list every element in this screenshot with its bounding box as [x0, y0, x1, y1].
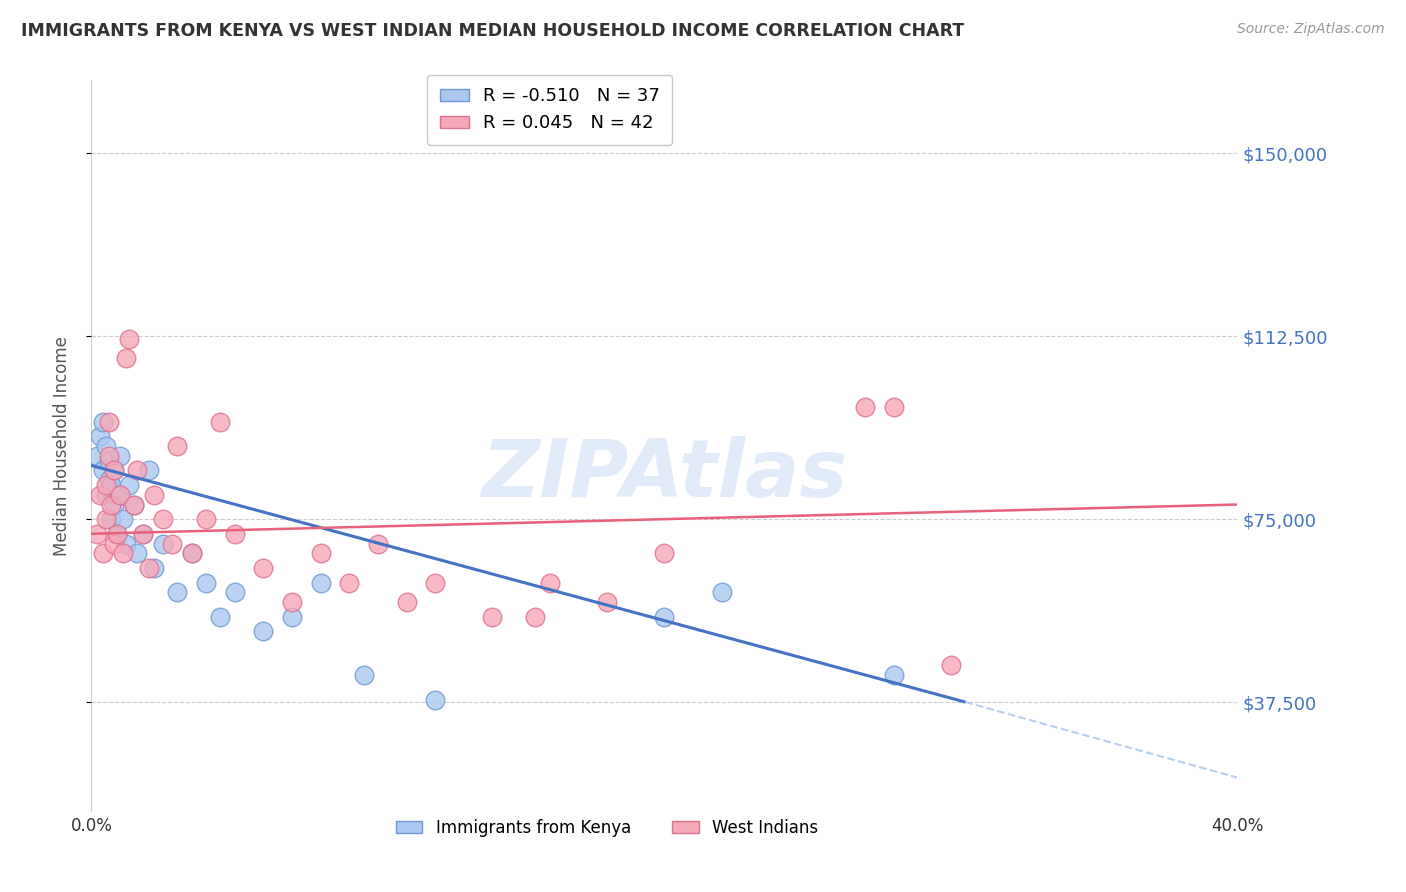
Point — [108, 488, 131, 502]
Point — [91, 546, 114, 560]
Point — [97, 415, 120, 429]
Point — [143, 488, 166, 502]
Point — [111, 546, 134, 560]
Point — [105, 526, 128, 541]
Point — [395, 595, 418, 609]
Point — [94, 488, 117, 502]
Point — [108, 449, 131, 463]
Point — [166, 585, 188, 599]
Point — [91, 415, 114, 429]
Point — [117, 478, 139, 492]
Point — [100, 512, 122, 526]
Point — [367, 536, 389, 550]
Point — [252, 624, 274, 639]
Point — [160, 536, 183, 550]
Point — [180, 546, 202, 560]
Y-axis label: Median Household Income: Median Household Income — [52, 336, 70, 556]
Point — [209, 415, 232, 429]
Point — [152, 512, 174, 526]
Point — [710, 585, 733, 599]
Point — [94, 512, 117, 526]
Point — [89, 429, 111, 443]
Point — [252, 561, 274, 575]
Point — [124, 498, 146, 512]
Point — [337, 575, 360, 590]
Point — [132, 526, 155, 541]
Point — [524, 609, 547, 624]
Point — [91, 463, 114, 477]
Point — [111, 512, 134, 526]
Point — [103, 463, 125, 477]
Point — [103, 536, 125, 550]
Point — [652, 609, 675, 624]
Point — [138, 561, 160, 575]
Point — [97, 449, 120, 463]
Point — [152, 536, 174, 550]
Point — [481, 609, 503, 624]
Point — [224, 526, 246, 541]
Point — [423, 692, 446, 706]
Point — [180, 546, 202, 560]
Point — [281, 609, 304, 624]
Point — [939, 658, 962, 673]
Point — [127, 463, 149, 477]
Point — [423, 575, 446, 590]
Point — [97, 473, 120, 487]
Point — [538, 575, 561, 590]
Point — [103, 498, 125, 512]
Point — [86, 526, 108, 541]
Point — [94, 439, 117, 453]
Point — [114, 536, 136, 550]
Point — [105, 526, 128, 541]
Point — [143, 561, 166, 575]
Point — [853, 400, 876, 414]
Point — [882, 668, 904, 682]
Point — [194, 575, 217, 590]
Point — [100, 478, 122, 492]
Point — [194, 512, 217, 526]
Point — [596, 595, 619, 609]
Point — [652, 546, 675, 560]
Point — [166, 439, 188, 453]
Point — [114, 351, 136, 366]
Point — [124, 498, 146, 512]
Point — [138, 463, 160, 477]
Point — [224, 585, 246, 599]
Point — [132, 526, 155, 541]
Point — [209, 609, 232, 624]
Text: ZIPAtlas: ZIPAtlas — [481, 436, 848, 515]
Point — [100, 498, 122, 512]
Text: Source: ZipAtlas.com: Source: ZipAtlas.com — [1237, 22, 1385, 37]
Legend: Immigrants from Kenya, West Indians: Immigrants from Kenya, West Indians — [389, 813, 825, 844]
Point — [108, 488, 131, 502]
Point — [103, 463, 125, 477]
Point — [309, 575, 332, 590]
Point — [86, 449, 108, 463]
Point — [882, 400, 904, 414]
Point — [281, 595, 304, 609]
Point — [89, 488, 111, 502]
Point — [353, 668, 375, 682]
Text: IMMIGRANTS FROM KENYA VS WEST INDIAN MEDIAN HOUSEHOLD INCOME CORRELATION CHART: IMMIGRANTS FROM KENYA VS WEST INDIAN MED… — [21, 22, 965, 40]
Point — [117, 332, 139, 346]
Point — [97, 453, 120, 467]
Point — [309, 546, 332, 560]
Point — [94, 478, 117, 492]
Point — [127, 546, 149, 560]
